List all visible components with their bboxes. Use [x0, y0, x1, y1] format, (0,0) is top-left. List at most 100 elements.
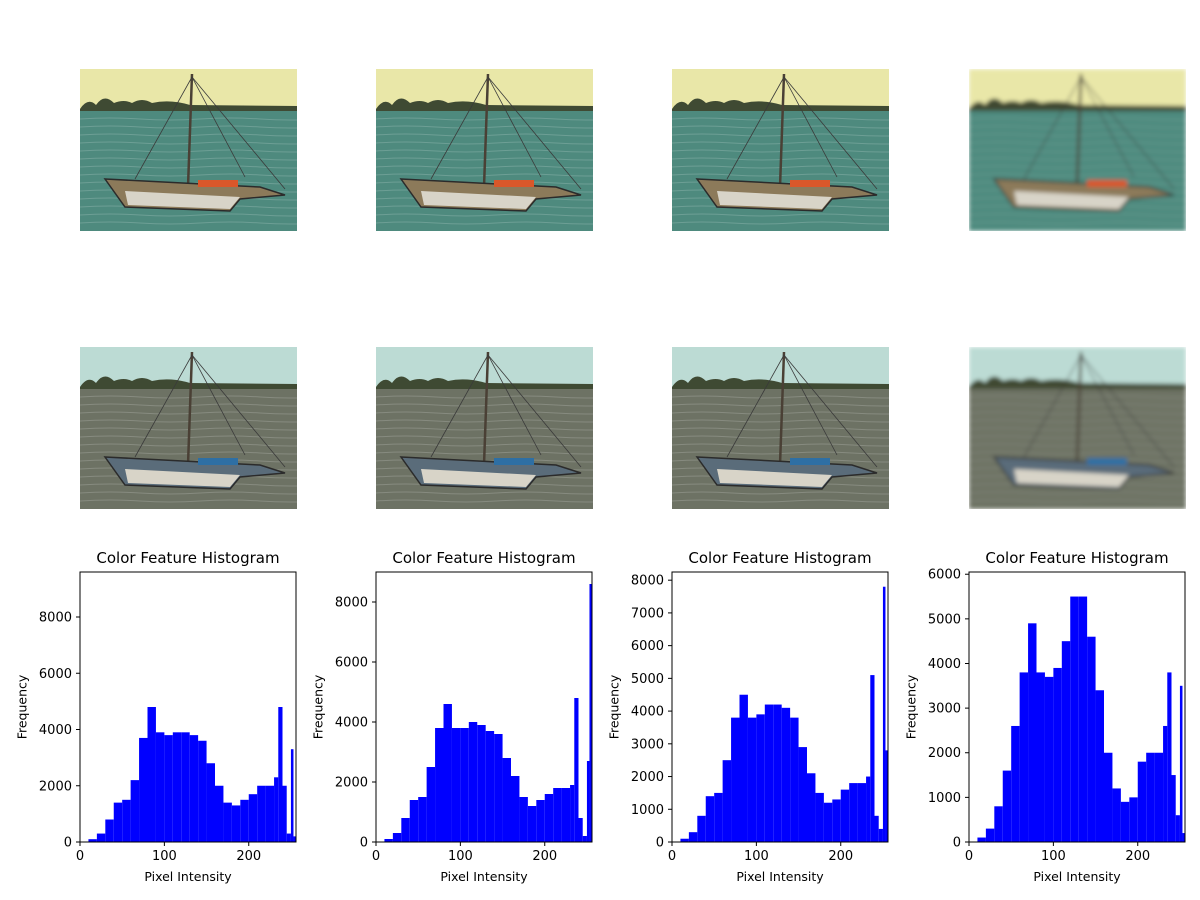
shoreline-trees [80, 376, 297, 389]
boat-image-cool-2 [376, 347, 593, 509]
y-tick-label: 2000 [631, 770, 664, 785]
histogram-bar [223, 802, 232, 842]
y-tick-label: 0 [360, 836, 368, 851]
histogram-bar [1112, 788, 1121, 842]
histogram-bar [714, 792, 723, 842]
histogram-bar [248, 794, 258, 842]
mast [186, 73, 194, 188]
histogram-bar [451, 728, 461, 842]
histogram-bar [105, 819, 114, 842]
histogram-bar [147, 707, 156, 842]
histogram-bar [257, 785, 266, 842]
histogram-bar [139, 737, 148, 842]
histogram-bar [790, 717, 799, 842]
histogram-bar [1129, 797, 1138, 842]
histogram-bar [426, 767, 436, 842]
axes-frame [968, 571, 1186, 843]
shoreline-trees [672, 98, 889, 111]
histogram-bar [781, 707, 791, 842]
histogram-bar [807, 773, 816, 842]
shoreline-trees [969, 376, 1186, 389]
x-tick-label: 100 [1041, 849, 1066, 864]
histogram-bar [1036, 672, 1045, 842]
histogram-bar [1044, 676, 1054, 842]
histogram-bar [866, 776, 871, 842]
histogram-bar [688, 832, 698, 842]
histogram-bar [874, 815, 879, 842]
histogram-bar [519, 797, 528, 842]
histogram-bar [1154, 752, 1164, 842]
histogram-bar [290, 749, 294, 842]
histogram-bar [1167, 672, 1172, 842]
histogram-bar [985, 828, 995, 842]
histogram-bar [1087, 636, 1096, 842]
histogram-bar [392, 833, 402, 842]
y-tick-label: 0 [656, 836, 664, 851]
histogram-bar [435, 728, 444, 842]
boat-image-warm-3 [672, 69, 889, 231]
boat-accent [198, 458, 238, 465]
boat-image-warm-2 [376, 69, 593, 231]
y-tick-label: 3000 [928, 702, 961, 717]
mast [1075, 73, 1083, 188]
mast [778, 351, 786, 466]
histogram-bar [680, 838, 689, 842]
histogram-bar [172, 732, 182, 842]
histogram-bar [773, 704, 782, 842]
y-tick-label: 8000 [39, 611, 72, 626]
histogram-bar [1028, 623, 1037, 842]
y-tick-label: 4000 [631, 705, 664, 720]
histogram-bar [739, 694, 748, 842]
histogram-bar [155, 732, 165, 842]
histogram-bar [293, 836, 296, 842]
histogram-bar [747, 717, 757, 842]
histogram-bar [1011, 725, 1020, 842]
y-tick-label: 6000 [928, 568, 961, 583]
x-tick-label: 200 [236, 849, 261, 864]
histogram-bar [122, 799, 131, 842]
y-tick-label: 0 [953, 836, 961, 851]
histogram-bar [418, 797, 427, 842]
histogram-bar [443, 704, 452, 842]
x-tick-label: 200 [532, 849, 557, 864]
y-tick-label: 4000 [928, 657, 961, 672]
histogram-bar [282, 785, 287, 842]
histogram-bar [885, 750, 888, 842]
y-tick-label: 3000 [631, 737, 664, 752]
histogram-bar [586, 761, 590, 842]
histogram-bar [485, 731, 495, 842]
histogram-bar [1120, 801, 1130, 842]
boat-accent [494, 458, 534, 465]
histogram-bar [401, 818, 410, 842]
mast [482, 73, 490, 188]
y-tick-label: 8000 [631, 574, 664, 589]
histogram-bar [798, 747, 807, 842]
histogram-bar [697, 815, 706, 842]
histogram-bar [1179, 685, 1183, 842]
histogram-bar [274, 777, 279, 842]
histogram-bar [1146, 752, 1155, 842]
chart-title: Color Feature Histogram [96, 549, 280, 567]
boat-accent [790, 458, 830, 465]
y-tick-label: 1000 [928, 791, 961, 806]
histogram-bar [705, 796, 715, 842]
x-tick-label: 0 [76, 849, 84, 864]
histogram-bar [265, 785, 275, 842]
histogram-bar [511, 776, 520, 842]
histogram-bar [130, 780, 140, 842]
histogram-bar [181, 732, 190, 842]
x-tick-label: 0 [668, 849, 676, 864]
histogram-bar [870, 675, 875, 842]
histogram-bar [815, 792, 824, 842]
y-tick-label: 8000 [335, 596, 368, 611]
histogram-bar [994, 806, 1003, 842]
mast [778, 73, 786, 188]
y-tick-label: 4000 [335, 716, 368, 731]
histogram-bar [384, 839, 393, 842]
y-tick-label: 1000 [631, 803, 664, 818]
histogram-bar [468, 722, 478, 842]
histogram-bar [1175, 815, 1180, 842]
